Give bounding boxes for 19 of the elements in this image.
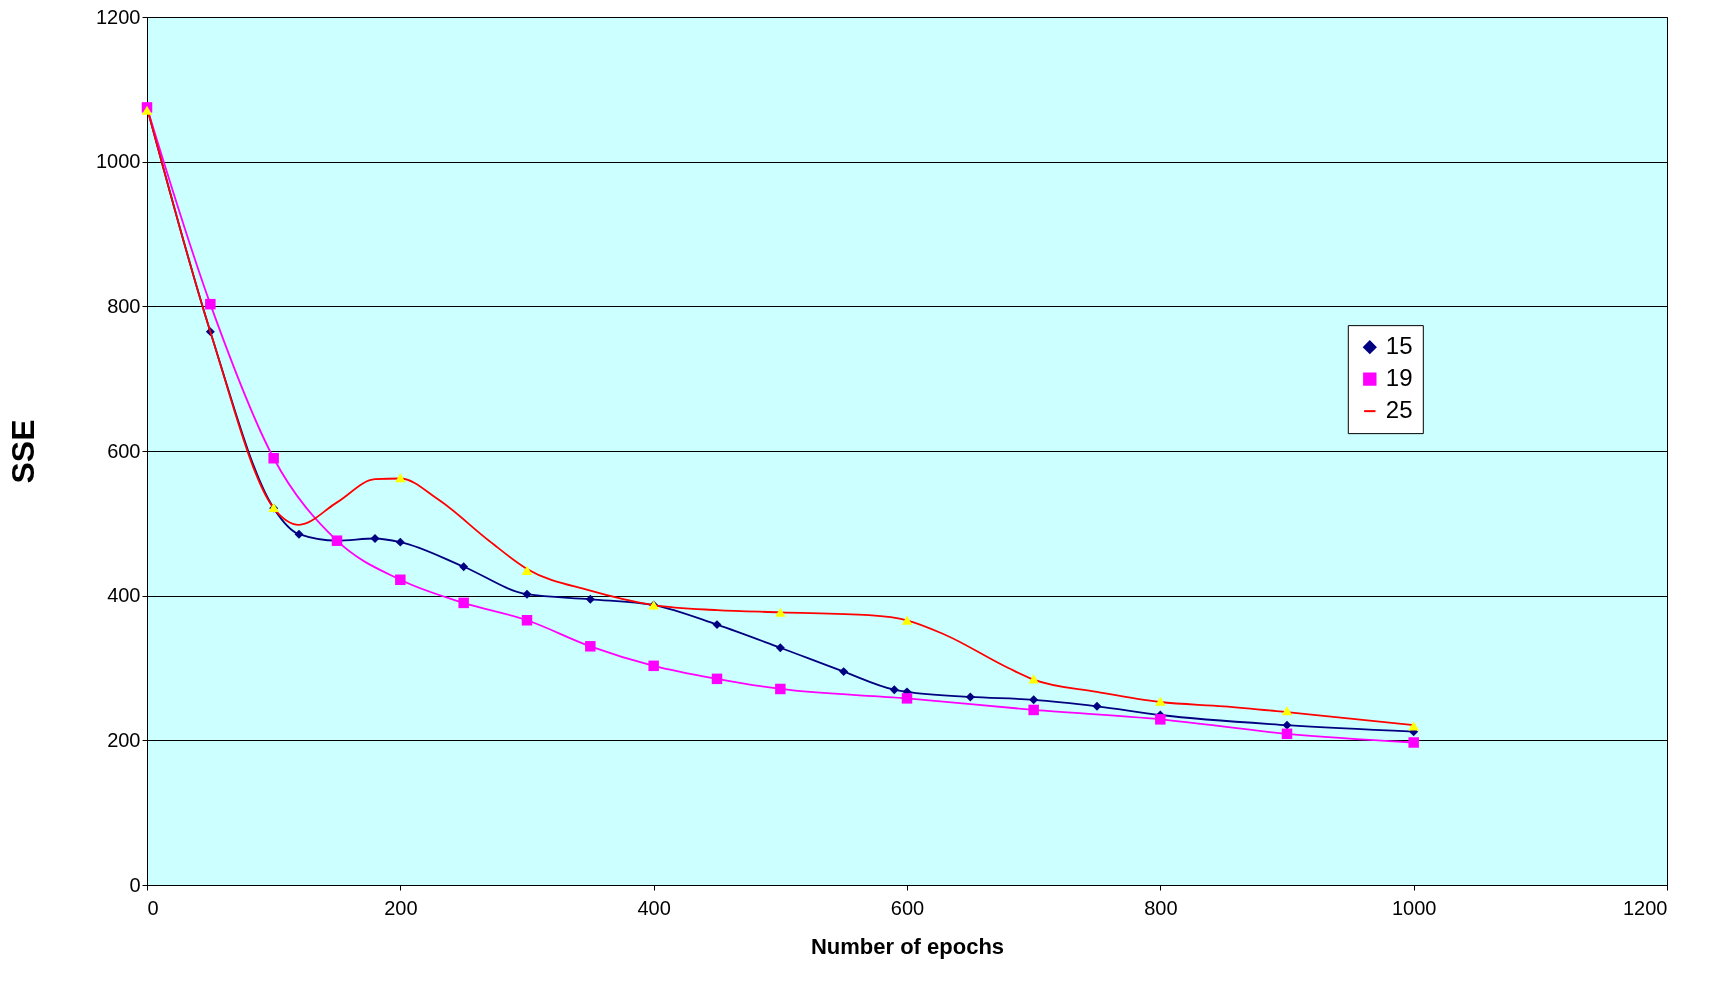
- y-axis-title: SSE: [5, 419, 42, 484]
- x-axis-title: Number of epochs: [810, 933, 1005, 959]
- x-tick-label: 1200: [1623, 896, 1668, 919]
- y-tick-label: 1000: [96, 150, 141, 173]
- legend-label: 19: [1385, 364, 1413, 392]
- x-tick-label: 600: [890, 896, 925, 919]
- y-tick-label: 600: [107, 439, 141, 462]
- y-tick-label: 400: [107, 584, 141, 607]
- y-tick-label: 200: [107, 728, 141, 751]
- x-tick-label: 1000: [1391, 896, 1437, 919]
- legend-label: 15: [1385, 332, 1413, 360]
- x-tick-label: 800: [1144, 896, 1178, 919]
- legend-label: 25: [1385, 396, 1413, 424]
- y-tick-label: 0: [129, 873, 141, 896]
- x-tick-label: 400: [637, 896, 671, 919]
- y-tick-label: 1200: [96, 5, 141, 28]
- y-tick-label: 800: [107, 294, 141, 317]
- x-tick-label: 200: [384, 896, 418, 919]
- x-tick-label: 0: [147, 896, 159, 919]
